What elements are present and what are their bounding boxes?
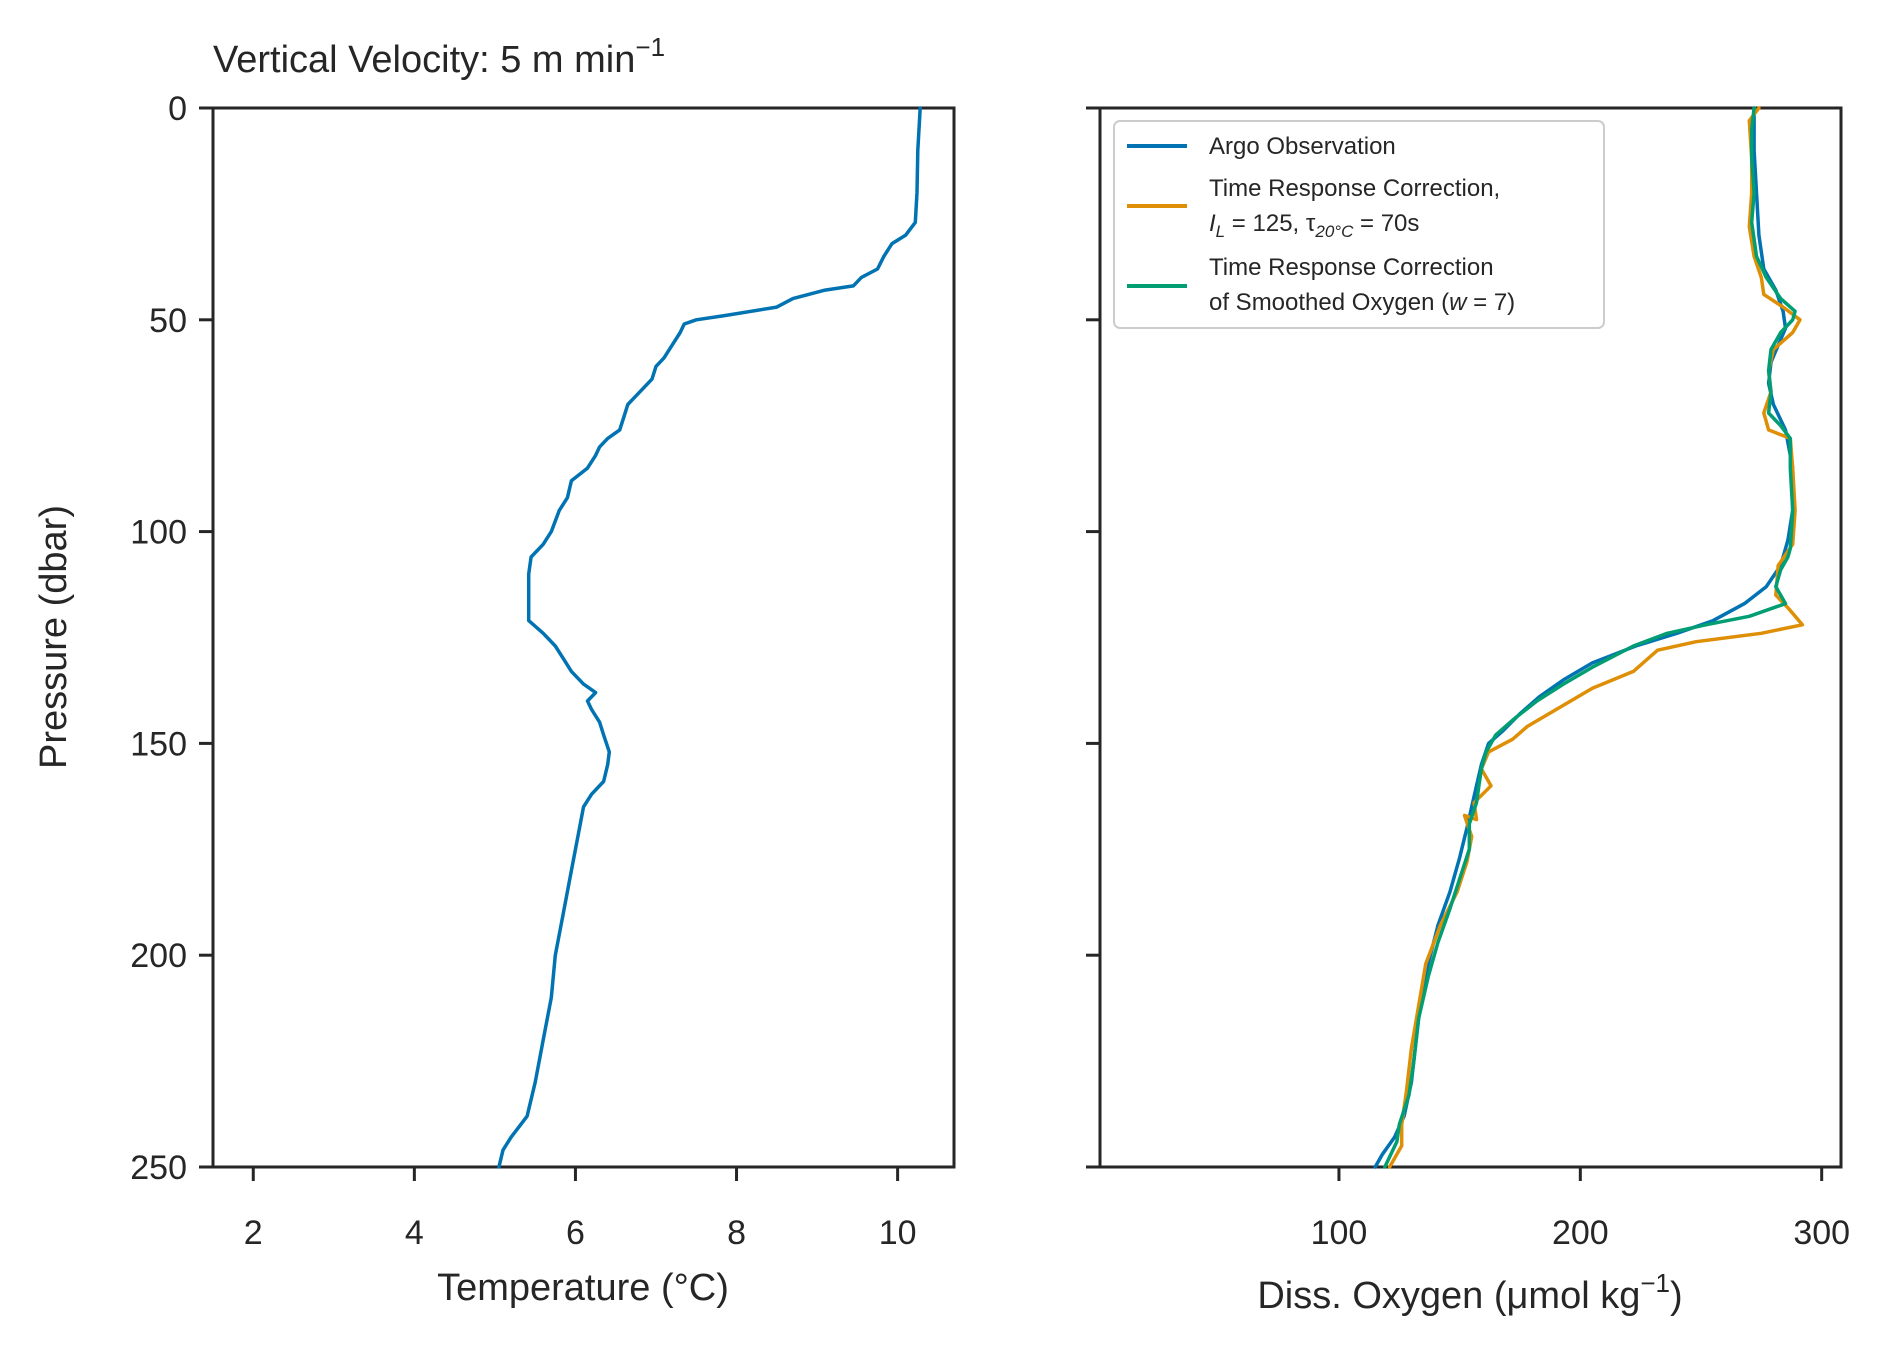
y-tick-label: 0	[168, 90, 187, 128]
x-tick-label: 10	[879, 1214, 917, 1252]
legend-frame	[1113, 120, 1605, 329]
right-plot-frame	[1098, 106, 1843, 1169]
left-panel: Vertical Velocity: 5 m min−1 2 4 6 8 10 0 50 1…	[33, 32, 956, 1309]
left-x-ticks: 2 4 6 8 10	[244, 1167, 917, 1252]
right-panel: 100 200 300 Diss. Oxygen (μmol kg−1) Argo …	[1086, 106, 1850, 1317]
left-y-ticks: 0 50 100 150 200 250	[130, 90, 213, 1187]
x-tick-label: 100	[1311, 1214, 1368, 1252]
legend-label-smoothed-line2: of Smoothed Oxygen (w = 7)	[1209, 289, 1515, 316]
right-x-axis-label: Diss. Oxygen (μmol kg−1)	[1257, 1268, 1682, 1317]
x-tick-label: 200	[1552, 1214, 1609, 1252]
x-tick-label: 8	[727, 1214, 746, 1252]
y-axis-label: Pressure (dbar)	[33, 505, 75, 769]
y-tick-label: 250	[130, 1149, 187, 1187]
legend-label-argo: Argo Observation	[1209, 133, 1396, 160]
left-x-axis-label: Temperature (°C)	[437, 1267, 729, 1309]
left-panel-title: Vertical Velocity: 5 m min−1	[213, 32, 665, 81]
x-tick-label: 4	[405, 1214, 424, 1252]
left-plot-frame	[211, 106, 956, 1169]
x-tick-label: 2	[244, 1214, 263, 1252]
left-series-group	[497, 106, 922, 1169]
series-line-1-2	[1383, 106, 1797, 1169]
y-tick-label: 100	[130, 514, 187, 552]
legend-label-time-response-line1: Time Response Correction,	[1209, 175, 1500, 202]
y-tick-label: 150	[130, 725, 187, 763]
series-line-0-0	[497, 106, 922, 1169]
legend-label-time-response-line2: IL = 125, τ20°C = 70s	[1209, 210, 1419, 241]
legend-label-smoothed-line1: Time Response Correction	[1209, 254, 1494, 281]
right-y-ticks	[1086, 106, 1100, 1169]
right-series-group	[1373, 106, 1805, 1169]
x-tick-label: 300	[1793, 1214, 1850, 1252]
y-tick-label: 50	[149, 302, 187, 340]
y-tick-label: 200	[130, 937, 187, 975]
x-tick-label: 6	[566, 1214, 585, 1252]
right-x-ticks: 100 200 300	[1311, 1167, 1850, 1252]
legend: Argo Observation Time Response Correctio…	[1113, 120, 1605, 329]
